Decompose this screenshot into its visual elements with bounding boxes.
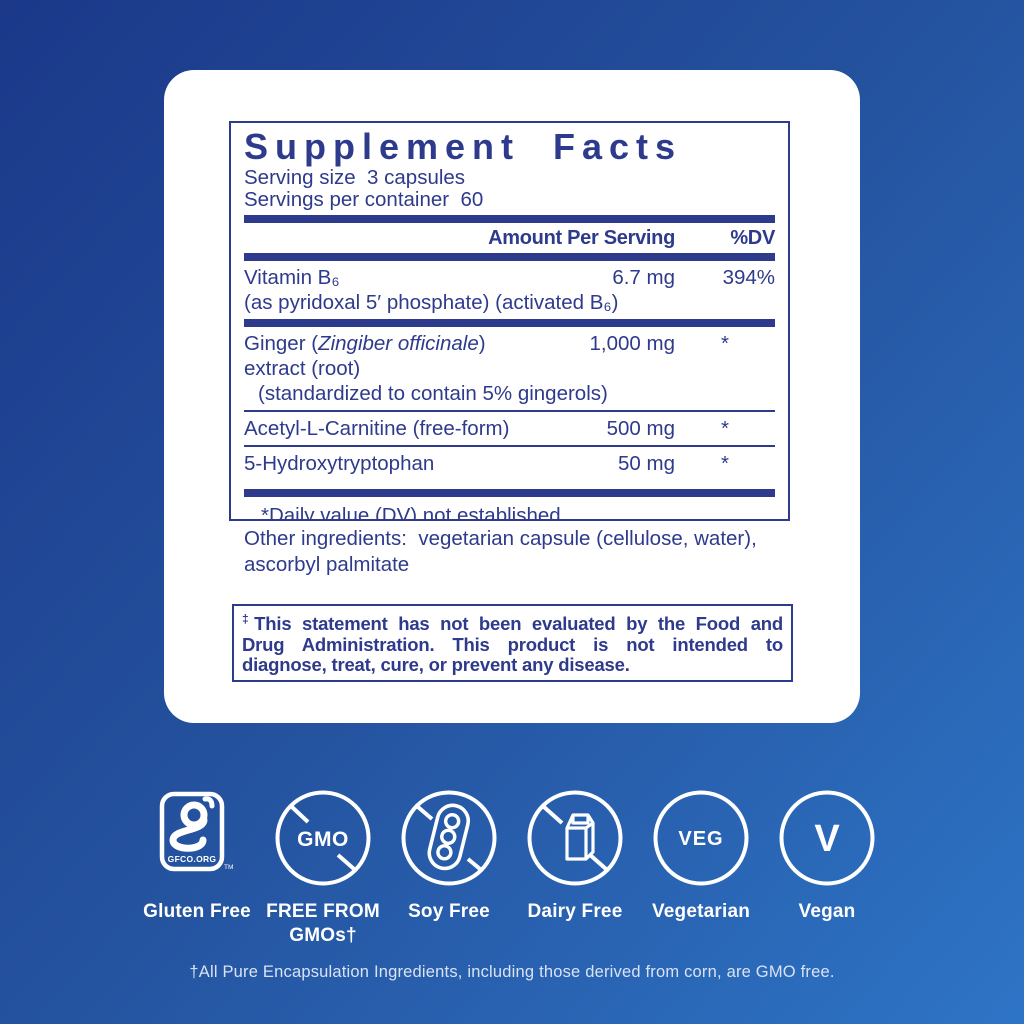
fda-disclaimer-box: ‡This statement has not been evaluated b… [232,604,793,682]
ingredient-name: Acetyl-L-Carnitine (free-form) [244,417,510,440]
serving-size-line: Serving size 3 capsules [244,166,466,189]
gfco-gluten-free-icon: GFCO.ORG TM [156,787,238,889]
servings-per-container-line: Servings per container 60 [244,188,484,211]
ingredient-detail: (standardized to contain 5% gingerols) [258,382,608,405]
disclaimer-line: diagnose, treat, cure, or prevent any di… [242,654,630,676]
disclaimer-line: ‡This statement has not been evaluated b… [242,612,784,635]
divider-thick [244,215,775,223]
ingredient-name: Vitamin B₆ [244,266,340,289]
svg-text:GMO: GMO [297,828,349,851]
latin-name: Zingiber officinale [318,332,479,355]
ingredient-dv: * [721,452,729,475]
column-header-row: Amount Per Serving %DV [244,223,775,253]
ingredient-detail: extract (root) [244,357,361,380]
badge-vegetarian: VEG Vegetarian [638,787,764,924]
badge-label: Gluten Free [143,901,251,922]
badge-gmo-free: GMO FREE FROM GMOs† [260,787,386,948]
ingredient-row-vitamin-b6: Vitamin B₆ 6.7 mg 394% (as pyridoxal 5′ … [244,261,775,319]
vegetarian-icon: VEG [651,787,751,889]
ingredient-dv: * [721,332,729,355]
badge-dairy-free: Dairy Free [512,787,638,924]
badge-soy-free: Soy Free [386,787,512,924]
label-card: Supplement Facts Serving size 3 capsules… [164,70,860,723]
badge-label: FREE FROM GMOs† [266,901,380,946]
no-soy-icon [399,787,499,889]
ingredient-dv: 394% [722,266,775,289]
percent-dv-header: %DV [730,227,775,249]
other-ingredients-line: ascorbyl palmitate [244,553,410,576]
svg-text:V: V [814,818,840,860]
ingredient-name: 5-Hydroxytryptophan [244,452,435,475]
gmo-free-footnote: †All Pure Encapsulation Ingredients, inc… [189,963,835,981]
badge-label: Dairy Free [527,901,623,922]
dv-footnote: *Daily value (DV) not established [261,504,561,521]
panel-title: Supplement Facts [244,126,683,167]
svg-text:GFCO.ORG: GFCO.ORG [168,854,217,864]
vegan-icon: V [777,787,877,889]
ingredient-row-5-hydroxytryptophan: 5-Hydroxytryptophan 50 mg * [244,447,775,480]
ingredient-name: Ginger (Zingiber officinale) [244,332,486,355]
svg-text:VEG: VEG [678,828,723,850]
divider-thick [244,319,775,327]
no-gmo-icon: GMO [273,787,373,889]
divider-thin [244,410,775,412]
ingredient-row-ginger: Ginger (Zingiber officinale) 1,000 mg * … [244,327,775,410]
certification-badges-row: GFCO.ORG TM Gluten Free GMO FREE FROM GM… [0,787,1024,948]
ingredient-detail: (as pyridoxal 5′ phosphate) (activated B… [244,291,619,314]
ingredient-amount: 50 mg [618,452,675,475]
disclaimer-line: Drug Administration. This product is not… [242,633,783,655]
amount-per-serving-header: Amount Per Serving [488,227,675,249]
supplement-facts-panel: Supplement Facts Serving size 3 capsules… [229,121,790,521]
other-ingredients-line: Other ingredients: vegetarian capsule (c… [244,527,757,550]
ingredient-amount: 1,000 mg [589,332,675,355]
ingredient-row-acetyl-l-carnitine: Acetyl-L-Carnitine (free-form) 500 mg * [244,412,775,445]
badge-label: Vegan [798,901,856,922]
double-dagger-symbol: ‡ [242,612,255,626]
no-dairy-icon [525,787,625,889]
badge-label: Vegetarian [651,901,751,922]
divider-thin [244,445,775,447]
other-ingredients: Other ingredients: vegetarian capsule (c… [244,526,819,578]
ingredient-dv: * [721,417,729,440]
divider-thick [244,489,775,497]
badge-gluten-free: GFCO.ORG TM Gluten Free [134,787,260,924]
ingredient-amount: 500 mg [606,417,675,440]
ingredient-amount: 6.7 mg [612,266,675,289]
trademark-symbol: TM [224,864,233,871]
badge-vegan: V Vegan [764,787,890,924]
divider-thick [244,253,775,261]
badge-label: Soy Free [408,901,490,922]
